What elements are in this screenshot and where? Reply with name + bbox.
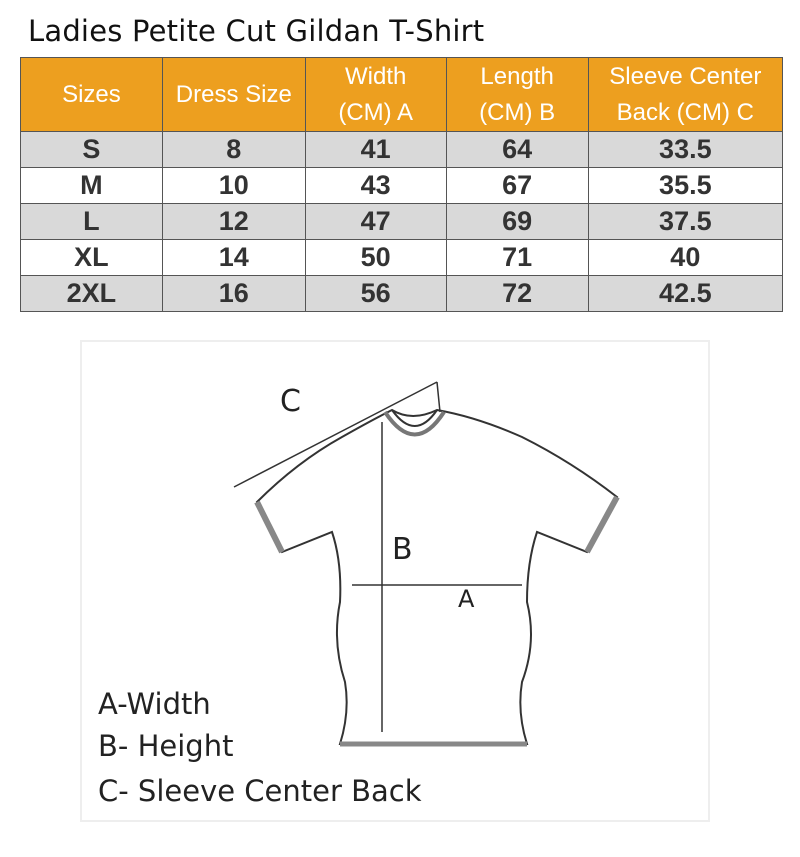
table-cell: 14	[161, 239, 306, 276]
table-cell: 56	[304, 275, 447, 312]
table-cell: 71	[445, 239, 589, 276]
table-cell: 10	[161, 167, 306, 204]
table-cell: 41	[304, 131, 447, 168]
table-cell: 35.5	[587, 167, 784, 204]
table-cell: 16	[161, 275, 306, 312]
column-header: Sleeve Center Back (CM) C	[587, 57, 784, 132]
page-title: Ladies Petite Cut Gildan T-Shirt	[28, 14, 485, 48]
table-cell: 50	[304, 239, 447, 276]
column-header: Dress Size	[161, 57, 306, 132]
table-cell: 47	[304, 203, 447, 240]
table-cell: 43	[304, 167, 447, 204]
table-cell: 69	[445, 203, 589, 240]
table-row: S 8 41 64 33.5	[20, 131, 784, 168]
legend-a: A-Width	[98, 687, 211, 721]
table-cell: XL	[20, 239, 163, 276]
table-cell: 64	[445, 131, 589, 168]
table-cell: 42.5	[587, 275, 784, 312]
table-cell: L	[20, 203, 163, 240]
table-cell: 40	[587, 239, 784, 276]
tshirt-diagram: C B A A-Width B- Height C- Sleeve Center…	[80, 340, 710, 822]
table-row: L 12 47 69 37.5	[20, 203, 784, 240]
table-cell: 8	[161, 131, 306, 168]
tshirt-illustration	[233, 381, 620, 747]
table-cell: 37.5	[587, 203, 784, 240]
table-cell: 12	[161, 203, 306, 240]
column-header: Width (CM) A	[304, 57, 447, 132]
legend-b: B- Height	[98, 729, 234, 763]
size-table: Sizes Dress Size Width (CM) A Length (CM) B…	[20, 57, 784, 312]
table-cell: M	[20, 167, 163, 204]
table-cell: 67	[445, 167, 589, 204]
table-cell: S	[20, 131, 163, 168]
label-a: A	[458, 585, 475, 613]
table-row: 2XL 16 56 72 42.5	[20, 275, 784, 312]
table-cell: 72	[445, 275, 589, 312]
column-header: Length (CM) B	[445, 57, 589, 132]
column-header: Sizes	[20, 57, 163, 132]
label-c: C	[280, 384, 301, 419]
header-row: Sizes Dress Size Width (CM) A Length (CM) B…	[20, 57, 784, 132]
table-row: M 10 43 67 35.5	[20, 167, 784, 204]
table-cell: 33.5	[587, 131, 784, 168]
table-cell: 2XL	[20, 275, 163, 312]
table-row: XL 14 50 71 40	[20, 239, 784, 276]
label-b: B	[392, 532, 413, 567]
legend-c: C- Sleeve Center Back	[98, 774, 422, 808]
